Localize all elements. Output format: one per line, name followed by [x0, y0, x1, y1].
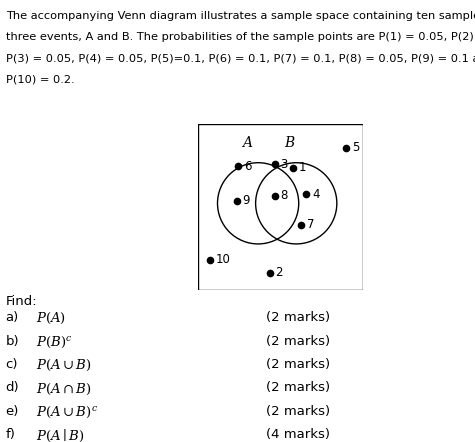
Text: 3: 3: [280, 158, 288, 171]
Text: 6: 6: [244, 160, 252, 172]
Text: The accompanying Venn diagram illustrates a sample space containing ten sample p: The accompanying Venn diagram illustrate…: [6, 11, 475, 21]
Text: 2: 2: [276, 267, 283, 279]
Text: a): a): [6, 311, 19, 324]
Text: A: A: [242, 136, 252, 150]
Text: $P(A\cap B)$: $P(A\cap B)$: [36, 381, 92, 396]
Text: $P(A)$: $P(A)$: [36, 311, 66, 326]
Text: c): c): [6, 358, 18, 371]
Text: 8: 8: [280, 189, 288, 202]
Text: three events, A and B. The probabilities of the sample points are P(1) = 0.05, P: three events, A and B. The probabilities…: [6, 32, 475, 42]
Text: 4: 4: [312, 188, 320, 201]
Text: P(3) = 0.05, P(4) = 0.05, P(5)=0.1, P(6) = 0.1, P(7) = 0.1, P(8) = 0.05, P(9) = : P(3) = 0.05, P(4) = 0.05, P(5)=0.1, P(6)…: [6, 53, 475, 64]
Text: b): b): [6, 335, 19, 347]
Text: $P(A\mid B)$: $P(A\mid B)$: [36, 428, 84, 442]
Text: f): f): [6, 428, 16, 441]
Text: 5: 5: [352, 141, 359, 154]
Text: $P(A\cup B)$: $P(A\cup B)$: [36, 358, 92, 373]
Text: B: B: [285, 136, 294, 150]
Text: 9: 9: [242, 194, 250, 207]
Text: 10: 10: [216, 253, 231, 266]
Text: $P(B)^c$: $P(B)^c$: [36, 335, 72, 350]
Text: (4 marks): (4 marks): [266, 428, 330, 441]
FancyBboxPatch shape: [198, 124, 363, 290]
Text: (2 marks): (2 marks): [266, 405, 330, 418]
Text: (2 marks): (2 marks): [266, 311, 330, 324]
Text: d): d): [6, 381, 19, 394]
Text: (2 marks): (2 marks): [266, 381, 330, 394]
Text: $P(A\cup B)^c$: $P(A\cup B)^c$: [36, 405, 98, 420]
Text: (2 marks): (2 marks): [266, 335, 330, 347]
Text: Find:: Find:: [6, 295, 38, 308]
Text: 1: 1: [299, 161, 306, 174]
Text: e): e): [6, 405, 19, 418]
Text: (2 marks): (2 marks): [266, 358, 330, 371]
Text: 7: 7: [307, 218, 314, 231]
Text: P(10) = 0.2.: P(10) = 0.2.: [6, 75, 74, 85]
